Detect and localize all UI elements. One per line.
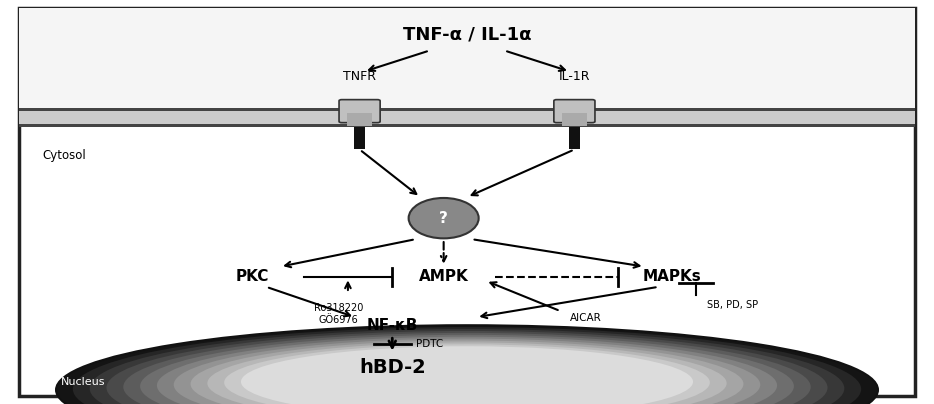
FancyBboxPatch shape <box>339 100 380 123</box>
FancyArrowPatch shape <box>269 288 350 316</box>
FancyBboxPatch shape <box>554 100 595 123</box>
Bar <box>347 113 372 126</box>
Ellipse shape <box>73 327 861 404</box>
Text: ?: ? <box>439 210 448 226</box>
Text: AMPK: AMPK <box>418 269 469 284</box>
Ellipse shape <box>56 325 878 404</box>
Ellipse shape <box>140 335 794 404</box>
Ellipse shape <box>90 329 844 404</box>
Bar <box>19 108 915 111</box>
Text: MAPKs: MAPKs <box>644 269 701 284</box>
Bar <box>19 8 915 108</box>
Text: Cytosol: Cytosol <box>42 149 86 162</box>
Ellipse shape <box>224 344 710 404</box>
Text: Nucleus: Nucleus <box>61 377 106 387</box>
FancyArrowPatch shape <box>481 287 656 318</box>
Bar <box>19 111 915 124</box>
FancyArrowPatch shape <box>472 151 572 196</box>
Text: PDTC: PDTC <box>416 339 443 349</box>
Ellipse shape <box>123 333 811 404</box>
Text: IL-1R: IL-1R <box>559 70 590 83</box>
Ellipse shape <box>241 346 693 404</box>
Bar <box>354 127 365 149</box>
Ellipse shape <box>207 343 727 404</box>
Ellipse shape <box>157 337 777 404</box>
FancyArrowPatch shape <box>389 338 396 347</box>
Text: PKC: PKC <box>235 269 269 284</box>
FancyArrowPatch shape <box>474 240 640 268</box>
Bar <box>562 113 587 126</box>
FancyArrowPatch shape <box>346 283 350 290</box>
FancyArrowPatch shape <box>285 240 413 267</box>
Ellipse shape <box>191 341 743 404</box>
Bar <box>569 127 580 149</box>
FancyArrowPatch shape <box>361 151 417 194</box>
Text: TNF-α / IL-1α: TNF-α / IL-1α <box>403 25 531 43</box>
FancyArrowPatch shape <box>490 282 558 310</box>
FancyArrowPatch shape <box>369 51 427 71</box>
Ellipse shape <box>409 198 478 238</box>
Ellipse shape <box>174 339 760 404</box>
Text: AICAR: AICAR <box>570 313 601 323</box>
Text: SB, PD, SP: SB, PD, SP <box>707 300 758 310</box>
Text: NF-κB: NF-κB <box>366 318 418 333</box>
Text: TNFR: TNFR <box>343 70 376 83</box>
Text: hBD-2: hBD-2 <box>359 358 426 377</box>
FancyArrowPatch shape <box>507 51 565 71</box>
FancyArrowPatch shape <box>441 242 446 261</box>
Ellipse shape <box>106 331 828 404</box>
Text: Ro318220
GÖ6976: Ro318220 GÖ6976 <box>314 303 363 325</box>
Bar <box>19 124 915 127</box>
